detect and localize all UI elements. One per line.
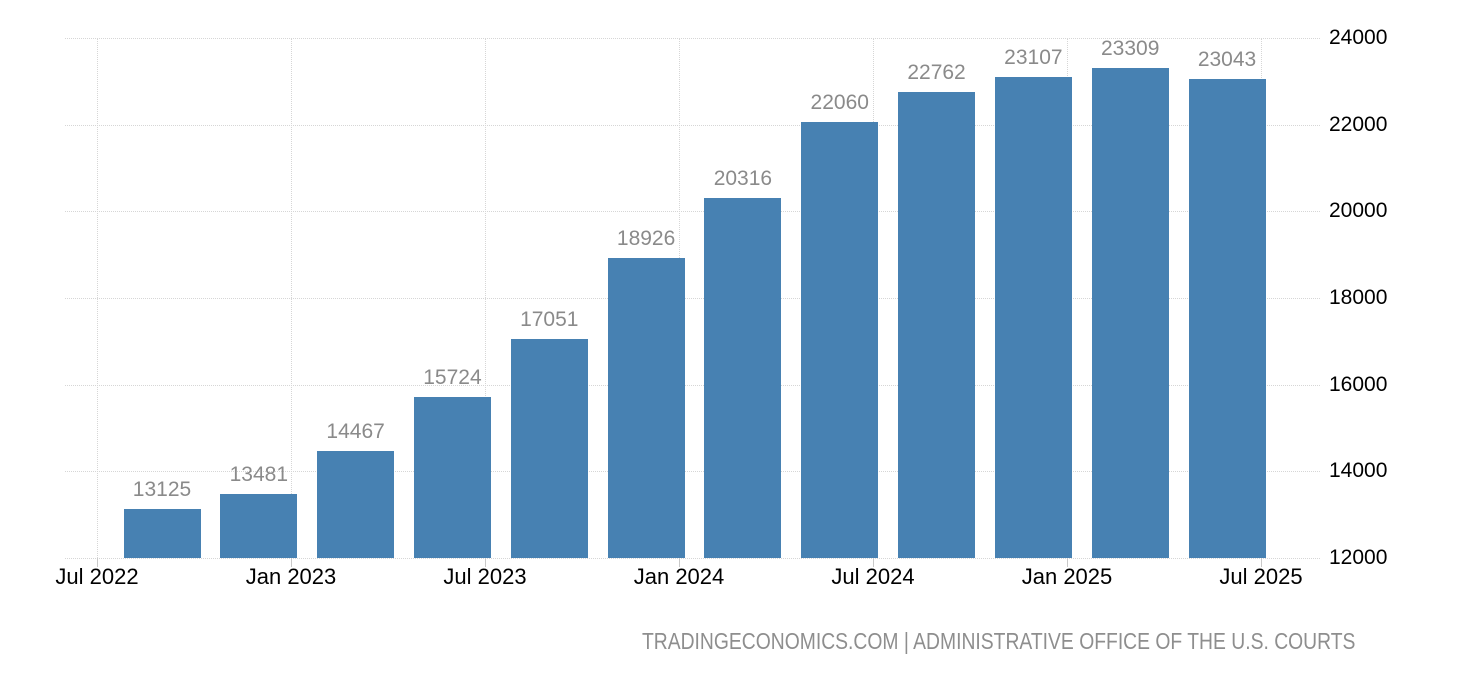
- x-axis-tick-label: Jan 2023: [245, 564, 337, 589]
- horizontal-gridline: [65, 471, 1320, 473]
- bar: [123, 509, 201, 558]
- x-axis-tick: [485, 558, 486, 567]
- y-axis-tick-label: 16000: [1329, 372, 1388, 396]
- y-axis-tick-label: 22000: [1329, 112, 1388, 136]
- footer-attribution: TRADINGECONOMICS.COM | ADMINISTRATIVE OF…: [574, 628, 1368, 655]
- bar: [607, 257, 685, 558]
- horizontal-gridline: [65, 558, 1320, 559]
- bar: [220, 493, 298, 558]
- x-axis-tick: [679, 558, 680, 567]
- x-axis-tick: [873, 558, 874, 567]
- vertical-gridline: [485, 38, 486, 558]
- y-axis-tick-label: 20000: [1329, 199, 1388, 223]
- y-axis-tick-label: 14000: [1329, 459, 1388, 483]
- bar: [413, 396, 491, 558]
- bar-value-label: 18926: [616, 226, 676, 250]
- bar-value-label: 17051: [520, 308, 579, 332]
- bar-value-label: 23309: [1100, 36, 1160, 60]
- bar-value-label: 23107: [1004, 45, 1063, 69]
- y-axis-tick-label: 24000: [1329, 26, 1388, 49]
- x-axis-tick: [291, 558, 292, 567]
- horizontal-gridline: [65, 211, 1320, 213]
- x-axis-tick: [1261, 558, 1262, 567]
- x-axis-tick-label: Jul 2023: [443, 564, 527, 589]
- y-axis-tick-label: 12000: [1329, 546, 1388, 569]
- bar-value-label: 23043: [1197, 48, 1257, 72]
- y-axis-tick-label: 18000: [1329, 286, 1388, 309]
- bar: [1091, 67, 1169, 558]
- bar: [898, 91, 976, 558]
- bar: [704, 197, 782, 558]
- x-axis-tick-label: Jul 2022: [55, 564, 139, 589]
- vertical-gridline: [97, 38, 98, 558]
- bar-value-label: 14467: [326, 420, 385, 444]
- bar: [510, 339, 588, 558]
- horizontal-gridline: [65, 384, 1320, 386]
- bar-value-label: 13481: [229, 462, 289, 486]
- x-axis-tick: [1067, 558, 1068, 567]
- bar: [801, 122, 879, 558]
- vertical-gridline: [291, 38, 292, 558]
- bar-value-label: 20316: [713, 166, 773, 190]
- x-axis-tick-label: Jul 2025: [1219, 564, 1303, 589]
- horizontal-gridline: [65, 298, 1320, 299]
- x-axis-tick-label: Jan 2025: [1021, 564, 1113, 589]
- footer-attribution-text: TRADINGECONOMICS.COM | ADMINISTRATIVE OF…: [641, 628, 1356, 654]
- x-axis-tick-label: Jul 2024: [831, 564, 915, 589]
- x-axis-tick-label: Jan 2024: [633, 564, 725, 589]
- bar-value-label: 15724: [423, 365, 482, 389]
- bar: [994, 76, 1072, 558]
- horizontal-gridline: [65, 38, 1320, 39]
- x-axis-tick: [97, 558, 98, 567]
- bar: [317, 451, 395, 558]
- bar-value-label: 22762: [907, 60, 966, 84]
- bar-value-label: 13125: [132, 478, 192, 502]
- horizontal-gridline: [65, 124, 1320, 126]
- bar: [1188, 79, 1266, 558]
- bar-value-label: 22060: [810, 91, 869, 115]
